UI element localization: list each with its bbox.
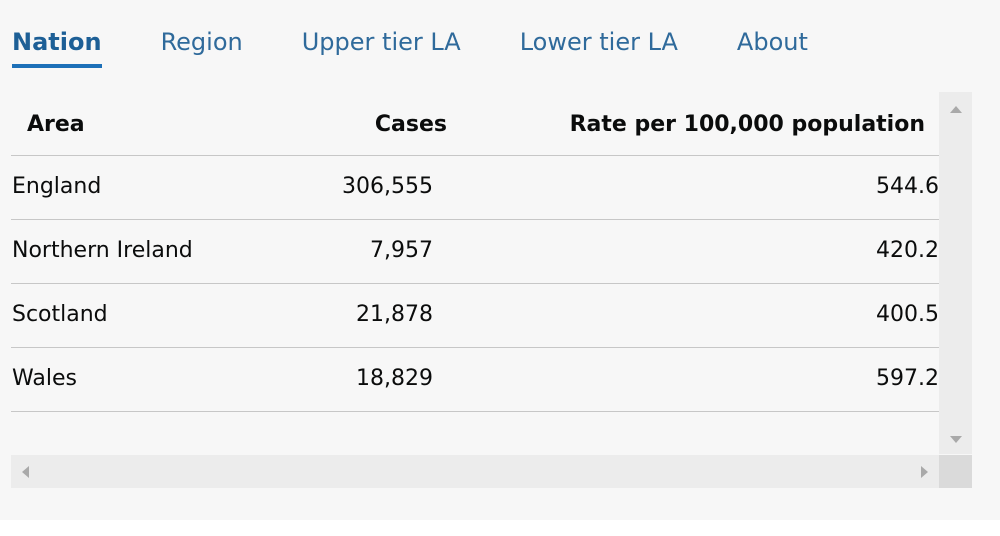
cell-cases: 306,555 (342, 174, 433, 199)
table-row: England 306,555 544.6 (11, 155, 939, 220)
cell-rate: 420.2 (876, 238, 939, 263)
table-header-row: Area Cases Rate per 100,000 population (11, 92, 939, 156)
scrollbar-corner (939, 455, 972, 488)
table-row: Scotland 21,878 400.5 (11, 283, 939, 348)
triangle-left-icon[interactable] (22, 466, 29, 478)
cell-rate: 597.2 (876, 366, 939, 391)
triangle-up-icon[interactable] (950, 106, 962, 113)
cell-area: Wales (12, 366, 77, 391)
table-row: Wales 18,829 597.2 (11, 347, 939, 412)
horizontal-scrollbar[interactable] (11, 455, 939, 488)
tab-upper-tier-la[interactable]: Upper tier LA (301, 28, 461, 56)
cases-table: Area Cases Rate per 100,000 population E… (11, 92, 939, 452)
cell-area: Northern Ireland (12, 238, 193, 263)
column-header-rate[interactable]: Rate per 100,000 population (569, 112, 925, 137)
tab-nation[interactable]: Nation (12, 24, 102, 68)
cell-cases: 18,829 (356, 366, 433, 391)
tab-region[interactable]: Region (160, 28, 243, 56)
data-panel: Nation Region Upper tier LA Lower tier L… (11, 24, 972, 488)
tab-bar: Nation Region Upper tier LA Lower tier L… (12, 24, 867, 70)
tab-lower-tier-la[interactable]: Lower tier LA (519, 28, 678, 56)
cell-cases: 7,957 (370, 238, 433, 263)
cell-area: England (12, 174, 102, 199)
cell-cases: 21,878 (356, 302, 433, 327)
table-row: Northern Ireland 7,957 420.2 (11, 219, 939, 284)
vertical-scrollbar[interactable] (939, 92, 972, 454)
column-header-area[interactable]: Area (27, 112, 85, 137)
triangle-right-icon[interactable] (921, 466, 928, 478)
triangle-down-icon[interactable] (950, 436, 962, 443)
tab-about[interactable]: About (736, 28, 808, 56)
cell-rate: 400.5 (876, 302, 939, 327)
column-header-cases[interactable]: Cases (374, 112, 447, 137)
cell-area: Scotland (12, 302, 108, 327)
cell-rate: 544.6 (876, 174, 939, 199)
